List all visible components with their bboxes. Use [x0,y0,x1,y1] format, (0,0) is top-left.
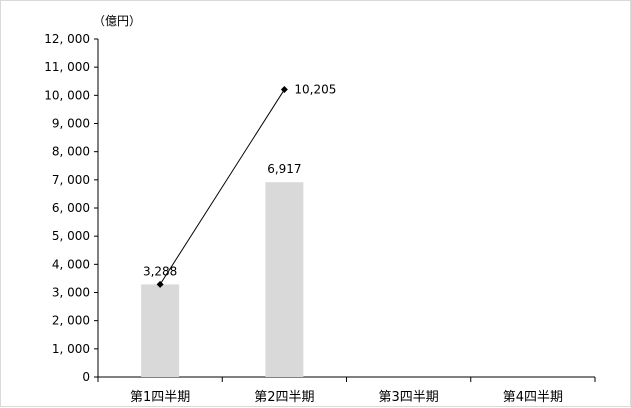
x-category-label: 第4四半期 [503,390,563,405]
y-tick-label: 6, 000 [52,201,90,215]
bar [265,182,304,377]
y-tick-label: 0 [82,370,90,384]
y-tick-label: 4, 000 [52,257,90,271]
x-category-label: 第2四半期 [254,390,314,405]
bar-series [141,182,304,377]
y-tick-label: 3, 000 [52,286,90,300]
bar [141,284,180,377]
chart-axes: 0 1, 000 2, 000 3, 000 4, 000 5, 000 6, 000 7, … [44,32,596,405]
y-tick-label: 8, 000 [52,145,90,159]
x-category-label: 第1四半期 [130,390,190,405]
y-tick-label: 10, 000 [44,88,90,102]
y-tick-label: 9, 000 [52,117,90,131]
line-path [159,89,285,285]
bar-data-label: 6,917 [267,162,301,176]
line-series [156,86,288,288]
y-tick-label: 1, 000 [52,342,90,356]
y-tick-label: 11, 000 [44,60,90,74]
y-tick-label: 7, 000 [52,173,90,187]
data-labels: 3,288 6,917 10,205 [143,83,336,279]
y-tick-label: 12, 000 [44,32,90,46]
y-tick-label: 5, 000 [52,229,90,243]
x-category-label: 第3四半期 [378,390,438,405]
line-marker [156,280,164,288]
y-unit-label: （億円） [93,14,141,28]
line-marker [280,86,288,94]
bar-data-label: 3,288 [143,264,177,278]
y-tick-label: 2, 000 [52,314,90,328]
line-data-label: 10,205 [294,83,336,97]
